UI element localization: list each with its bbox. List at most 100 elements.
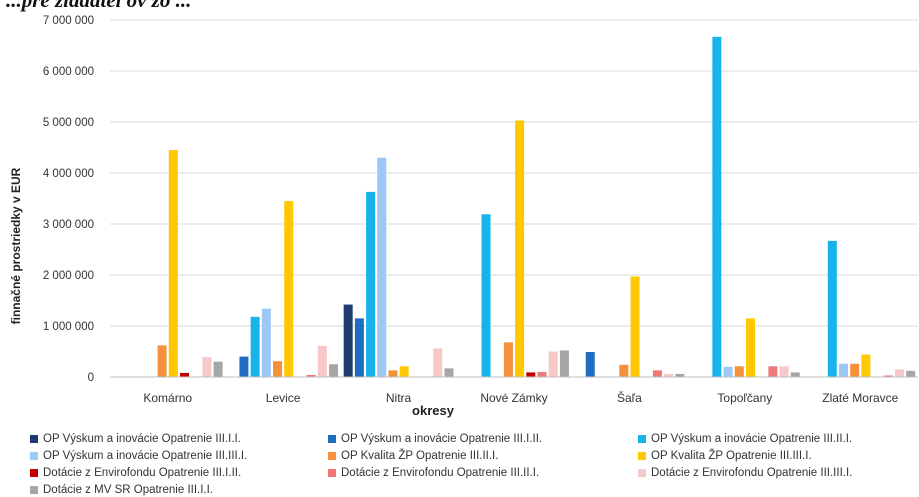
legend-swatch [638, 468, 646, 477]
bar [619, 364, 629, 377]
bar [537, 371, 547, 377]
x-tick-label: Šaľa [617, 390, 642, 405]
legend-item: Dotácie z Envirofondu Opatrenie III.II.I… [328, 465, 638, 480]
bar [850, 363, 860, 377]
bar [734, 366, 744, 377]
legend-label: OP Výskum a inovácie Opatrenie III.I.II. [341, 432, 543, 445]
legend-item: OP Výskum a inovácie Opatrenie III.I.II. [328, 431, 638, 446]
bar [894, 369, 904, 377]
bar [503, 342, 513, 377]
bar [343, 304, 353, 377]
bar [329, 364, 339, 377]
bar [768, 366, 778, 377]
y-tick-label: 0 [88, 372, 94, 384]
legend-swatch [30, 434, 38, 443]
y-tick-label: 3 000 000 [43, 219, 94, 231]
bar [652, 370, 662, 377]
x-tick-label: Zlaté Moravce [822, 391, 898, 405]
x-tick-label: Topoľčany [717, 391, 772, 405]
y-tick-label: 1 000 000 [43, 321, 94, 333]
gridlines [110, 19, 918, 327]
legend-swatch [30, 451, 38, 460]
x-tick-labels: Komárno Levice Nitra Nové Zámky Šaľa Topoľčan… [143, 390, 898, 405]
bar [284, 201, 294, 377]
legend-item: OP Výskum a inovácie Opatrenie III.III.I… [30, 448, 328, 463]
bar [273, 361, 283, 377]
legend-label: Dotácie z MV SR Opatrenie III.I.I. [43, 483, 214, 496]
bar [317, 345, 327, 377]
bar [559, 350, 569, 377]
x-axis-label: okresy [412, 403, 455, 418]
bar [250, 316, 260, 377]
bar [585, 352, 595, 377]
legend-item: OP Kvalita ŽP Opatrenie III.II.I. [328, 448, 638, 463]
bar [723, 366, 733, 377]
legend-item: OP Kvalita ŽP Opatrenie III.III.I. [638, 448, 915, 463]
bar [827, 240, 837, 377]
y-tick-labels: 0 1 000 000 2 000 000 3 000 000 4 000 000 5 0… [43, 15, 94, 384]
bar [399, 366, 409, 377]
bar [481, 214, 491, 377]
legend-label: OP Kvalita ŽP Opatrenie III.III.I. [651, 449, 812, 462]
x-tick-label: Levice [266, 391, 301, 405]
bar [261, 308, 271, 377]
bar [675, 373, 685, 377]
bar [515, 120, 525, 377]
legend-swatch [30, 485, 38, 494]
y-tick-label: 7 000 000 [43, 15, 94, 27]
legend-swatch [638, 451, 646, 460]
bar [779, 366, 789, 377]
legend-label: OP Výskum a inovácie Opatrenie III.I.I. [43, 432, 241, 445]
legend-swatch [30, 468, 38, 477]
legend-swatch [328, 451, 336, 460]
bar [630, 276, 640, 377]
bar [157, 345, 167, 377]
x-tick-label: Nitra [386, 391, 412, 405]
bar [377, 157, 387, 377]
x-tick-label: Komárno [143, 391, 192, 405]
bars [157, 36, 916, 378]
bar [838, 363, 848, 377]
bar [366, 191, 376, 377]
bar [548, 351, 558, 377]
bar [306, 374, 316, 377]
bar [388, 370, 398, 377]
legend-item: OP Výskum a inovácie Opatrenie III.I.I. [30, 431, 328, 446]
bar [906, 370, 916, 377]
y-tick-label: 2 000 000 [43, 270, 94, 282]
bar [712, 36, 722, 378]
legend-swatch [328, 434, 336, 443]
bar [664, 373, 674, 377]
legend-label: OP Kvalita ŽP Opatrenie III.II.I. [341, 449, 499, 462]
legend-label: OP Výskum a inovácie Opatrenie III.II.I. [651, 432, 853, 445]
bar [883, 375, 893, 377]
legend-label: Dotácie z Envirofondu Opatrenie III.II.I… [341, 466, 540, 479]
legend-swatch [328, 468, 336, 477]
legend-label: Dotácie z Envirofondu Opatrenie III.III.… [651, 466, 853, 479]
legend: OP Výskum a inovácie Opatrenie III.I.I. O… [30, 431, 915, 497]
legend-item: OP Výskum a inovácie Opatrenie III.II.I. [638, 431, 915, 446]
bar [213, 361, 223, 377]
bar [202, 357, 212, 377]
bar [790, 372, 800, 377]
legend-swatch [638, 434, 646, 443]
bar [168, 150, 178, 377]
bar [526, 372, 536, 377]
x-tick-label: Nové Zámky [480, 391, 547, 405]
legend-label: OP Výskum a inovácie Opatrenie III.III.I… [43, 449, 248, 462]
bar [861, 354, 871, 377]
bar [433, 348, 443, 377]
bar [180, 372, 190, 377]
bar [745, 318, 755, 377]
legend-item: Dotácie z MV SR Opatrenie III.I.I. [30, 482, 328, 497]
bar [354, 318, 364, 377]
y-tick-label: 4 000 000 [43, 168, 94, 180]
bar [444, 368, 454, 377]
bar [239, 356, 249, 377]
legend-label: Dotácie z Envirofondu Opatrenie III.I.II… [43, 466, 242, 479]
y-axis-label: finnačné prostriedky v EUR [9, 167, 23, 324]
legend-item: Dotácie z Envirofondu Opatrenie III.III.… [638, 465, 915, 480]
y-tick-label: 5 000 000 [43, 117, 94, 129]
y-tick-label: 6 000 000 [43, 66, 94, 78]
legend-item: Dotácie z Envirofondu Opatrenie III.I.II… [30, 465, 328, 480]
